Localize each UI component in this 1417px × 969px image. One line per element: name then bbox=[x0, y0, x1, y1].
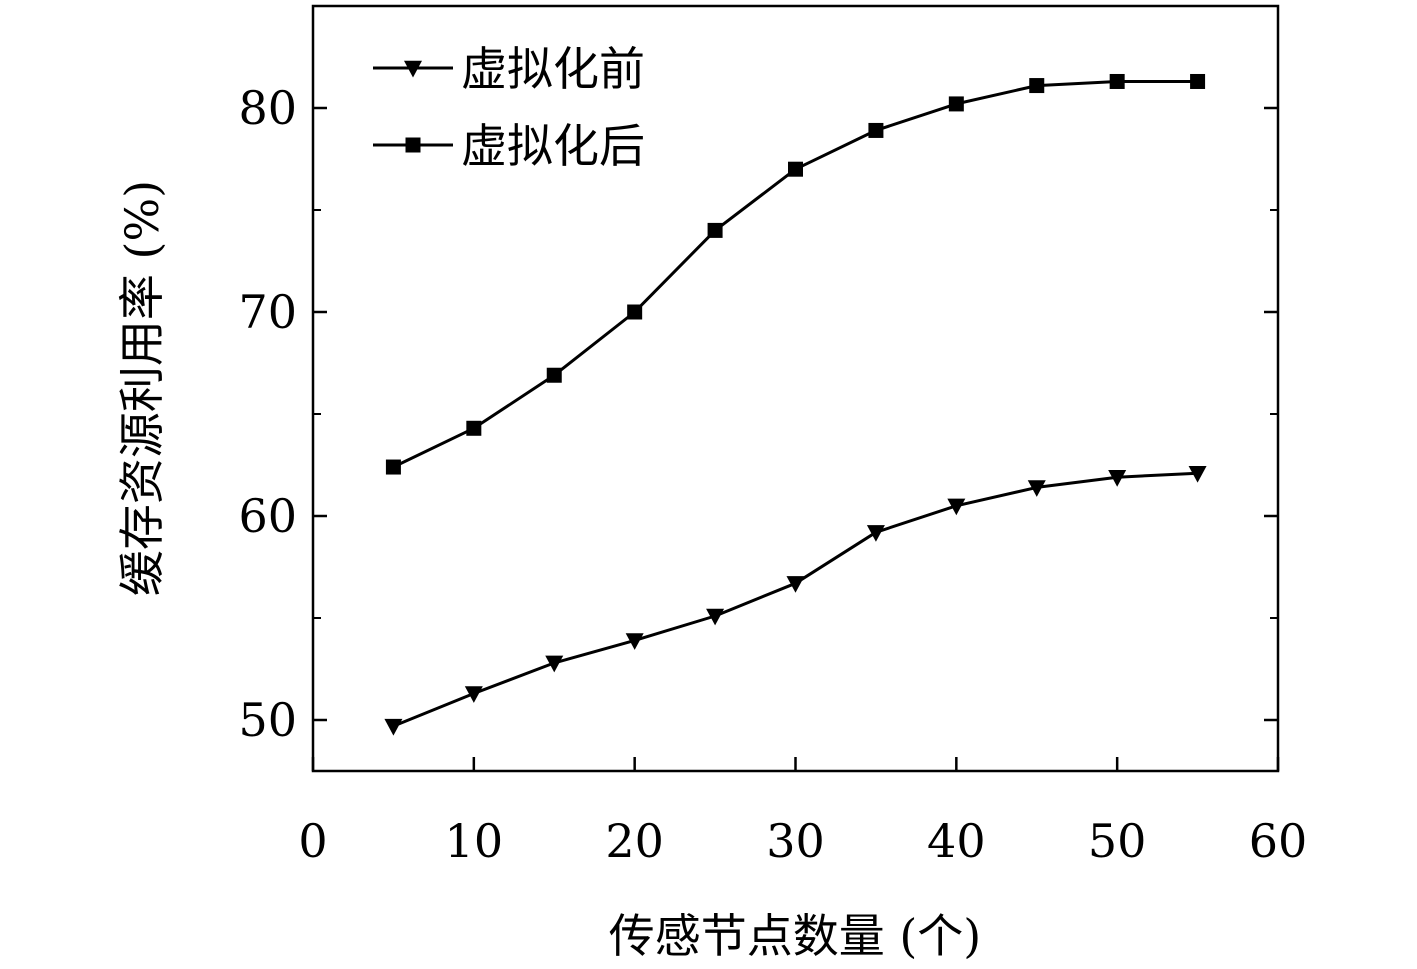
data-point-triangle bbox=[786, 576, 805, 593]
series-2 bbox=[385, 73, 1206, 475]
x-tick-label: 60 bbox=[1249, 814, 1308, 868]
data-point-square bbox=[466, 420, 482, 436]
data-point-triangle bbox=[706, 608, 725, 626]
y-tick-label: 50 bbox=[238, 693, 297, 747]
x-tick-label: 10 bbox=[445, 814, 504, 868]
x-tick-label: 20 bbox=[605, 814, 664, 868]
data-point-triangle bbox=[1027, 480, 1046, 497]
y-tick-label: 70 bbox=[238, 285, 297, 339]
data-point-square bbox=[788, 161, 803, 177]
series-group bbox=[384, 73, 1207, 736]
data-point-square bbox=[385, 459, 401, 475]
x-tick-label: 0 bbox=[298, 814, 327, 868]
data-point-triangle bbox=[545, 655, 564, 673]
data-point-triangle bbox=[384, 718, 403, 736]
x-tick-label: 40 bbox=[927, 814, 986, 868]
y-tick-label: 60 bbox=[238, 489, 297, 543]
series-1 bbox=[384, 465, 1207, 736]
data-point-square bbox=[707, 222, 723, 238]
data-point-triangle bbox=[1108, 470, 1127, 487]
data-point-square bbox=[627, 304, 643, 320]
legend-label: 虚拟化后 bbox=[461, 119, 645, 173]
x-tick-label: 30 bbox=[766, 814, 825, 868]
data-point-square bbox=[1029, 78, 1045, 94]
plot-border bbox=[311, 4, 1280, 773]
data-point-square bbox=[1109, 73, 1125, 89]
x-axis-title: 传感节点数量 (个) bbox=[609, 909, 982, 963]
data-point-triangle bbox=[625, 633, 644, 650]
data-point-square bbox=[405, 137, 421, 153]
data-point-square bbox=[868, 122, 884, 138]
series-line bbox=[392, 471, 1198, 728]
axis-ticks: 50 60 70 80 0 10 20 30 40 50 60 bbox=[238, 5, 1308, 868]
data-point-triangle bbox=[404, 60, 422, 78]
y-axis-title: 缓存资源利用率 (%) bbox=[115, 180, 169, 596]
data-point-triangle bbox=[464, 686, 483, 703]
data-point-triangle bbox=[1188, 465, 1207, 483]
data-point-square bbox=[948, 96, 964, 112]
y-tick-label: 80 bbox=[238, 81, 297, 135]
x-tick-label: 50 bbox=[1088, 814, 1147, 868]
legend-label: 虚拟化前 bbox=[461, 42, 645, 96]
legend-item-2: 虚拟化后 bbox=[373, 119, 645, 173]
data-point-square bbox=[1190, 73, 1206, 89]
data-point-square bbox=[546, 367, 562, 383]
data-point-triangle bbox=[866, 525, 885, 542]
data-point-triangle bbox=[947, 498, 966, 516]
plot-frame bbox=[311, 4, 1280, 773]
legend-item-1: 虚拟化前 bbox=[373, 42, 645, 96]
